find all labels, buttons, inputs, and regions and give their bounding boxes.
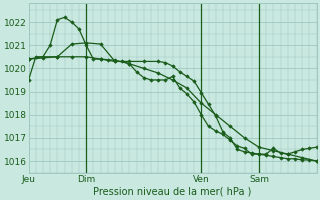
X-axis label: Pression niveau de la mer( hPa ): Pression niveau de la mer( hPa ) <box>93 187 252 197</box>
